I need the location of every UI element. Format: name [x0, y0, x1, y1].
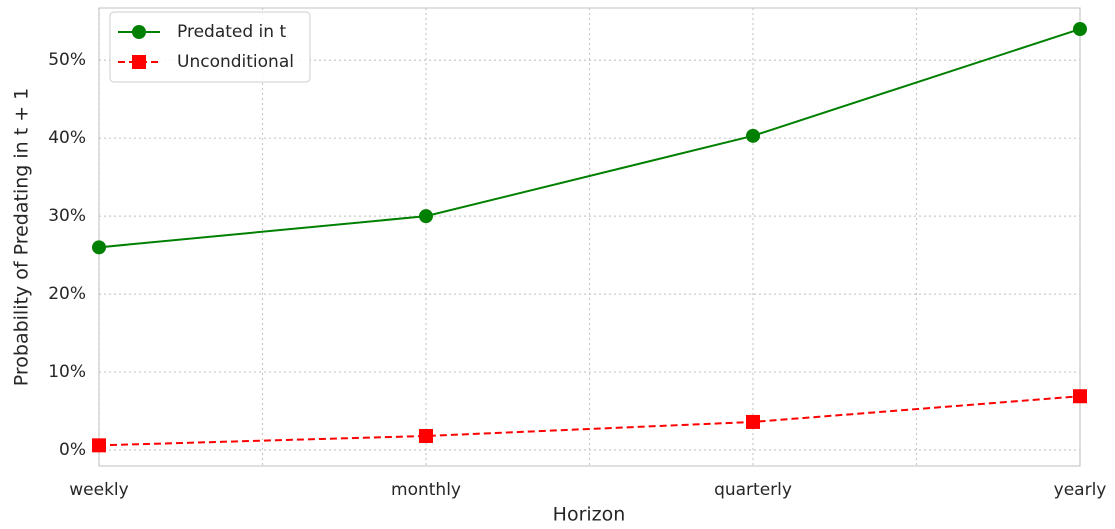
data-point: [746, 414, 760, 429]
legend: Predated in t Unconditional: [109, 11, 311, 83]
legend-box: [109, 11, 311, 83]
y-axis-label: Probability of Predating in t + 1: [11, 88, 33, 387]
y-tick-label: 10%: [48, 362, 86, 382]
y-tick-label: 20%: [48, 284, 86, 304]
data-point: [92, 438, 106, 453]
y-tick-label: 50%: [48, 50, 86, 70]
data-point: [419, 209, 433, 224]
data-point: [1073, 22, 1087, 37]
legend-label: Predated in t: [177, 22, 286, 42]
x-tick-label: weekly: [69, 480, 128, 500]
data-point: [419, 428, 433, 443]
legend-marker: [132, 25, 146, 39]
x-tick-label: quarterly: [714, 480, 792, 500]
y-tick-label: 30%: [48, 206, 86, 226]
x-tick-label: yearly: [1054, 480, 1107, 500]
series-line: [98, 395, 1081, 447]
series-line: [98, 28, 1081, 249]
data-point: [746, 128, 760, 143]
data-point: [1073, 389, 1087, 404]
legend-label: Unconditional: [177, 52, 294, 72]
y-tick-label: 0%: [59, 440, 86, 460]
y-tick-label: 40%: [48, 128, 86, 148]
legend-marker: [132, 55, 146, 69]
x-tick-label: monthly: [391, 480, 461, 500]
x-axis-label: Horizon: [553, 504, 626, 526]
data-point: [92, 240, 106, 255]
